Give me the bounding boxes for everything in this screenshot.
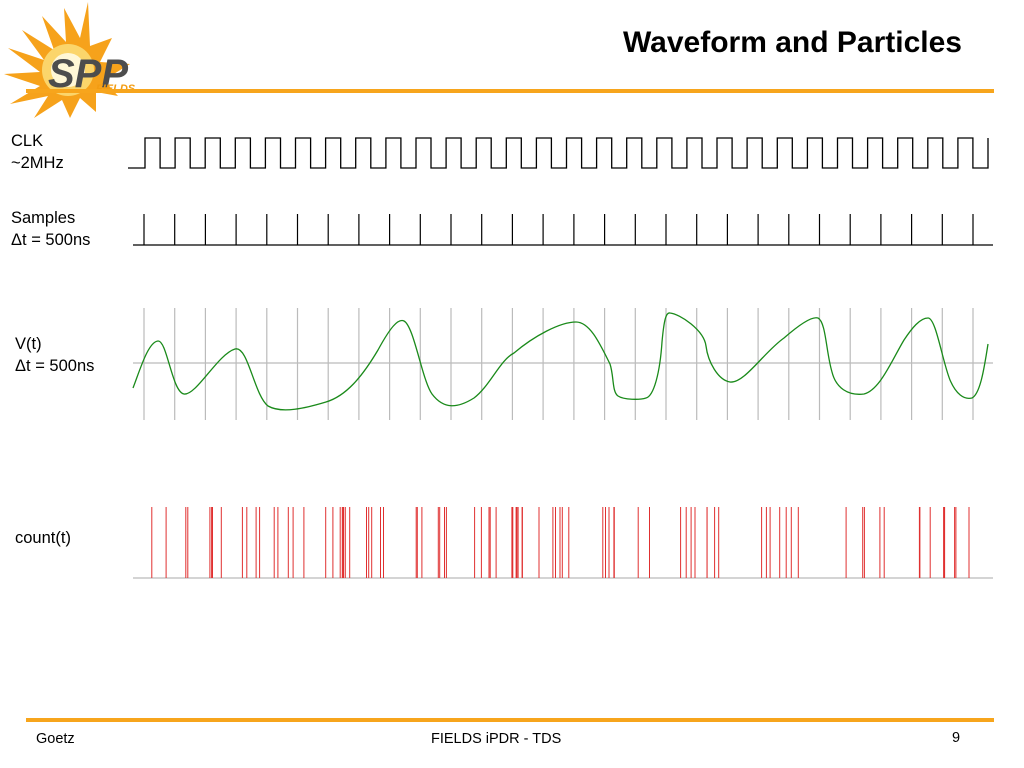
bottom-divider	[26, 718, 994, 722]
vt-label-name: V(t)	[15, 335, 42, 353]
count-label-name: count(t)	[15, 529, 71, 547]
clock-trace	[128, 137, 989, 169]
clk-label: CLK ~2MHz	[11, 130, 64, 174]
vt-label-interval: Δt = 500ns	[15, 357, 95, 375]
samples-label-name: Samples	[11, 209, 76, 227]
voltage-waveform	[132, 312, 989, 411]
clk-label-name: CLK	[11, 132, 44, 150]
samples-label: Samples Δt = 500ns	[11, 207, 90, 251]
footer-presentation-title: FIELDS iPDR - TDS	[431, 731, 562, 747]
vt-label: V(t) Δt = 500ns	[15, 333, 94, 377]
clk-label-frequency: ~2MHz	[11, 154, 64, 172]
vt-sample-gridlines	[143, 308, 974, 420]
samples-label-interval: Δt = 500ns	[11, 231, 91, 249]
footer-page-number: 9	[952, 730, 961, 746]
sample-ticks	[143, 214, 974, 245]
footer-author: Goetz	[36, 731, 75, 747]
top-divider	[26, 89, 994, 93]
logo-text: SPP	[48, 52, 128, 96]
count-events	[151, 507, 970, 578]
count-label: count(t)	[15, 527, 71, 549]
slide-title: Waveform and Particles	[622, 26, 962, 59]
